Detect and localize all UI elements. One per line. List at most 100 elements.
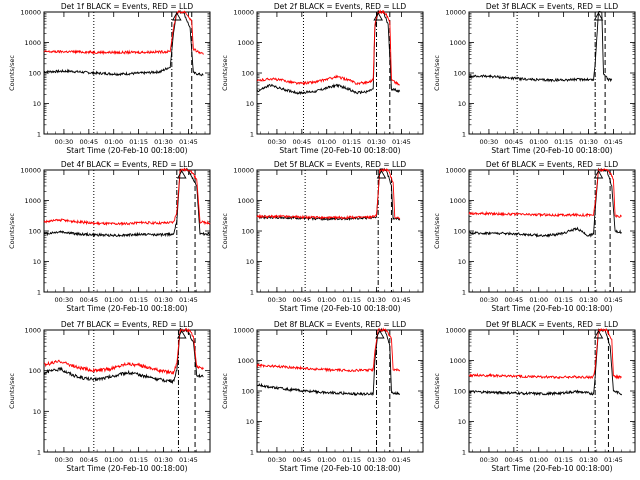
y-tick-label: 1 xyxy=(250,131,254,139)
y-tick-label: 1000 xyxy=(449,197,466,205)
y-tick-label: 1000 xyxy=(237,357,254,365)
x-tick-label: 00:45 xyxy=(292,296,311,304)
y-tick-label: 1 xyxy=(462,289,466,297)
x-tick-label: 01:45 xyxy=(392,138,411,146)
x-tick-label: 01:15 xyxy=(554,138,573,146)
y-tick-label: 100 xyxy=(29,228,41,236)
y-tick-label: 1000 xyxy=(237,39,254,47)
x-axis-label: Start Time (20-Feb-10 00:18:00) xyxy=(491,146,612,155)
triangle-marker xyxy=(593,170,604,179)
triangle-marker xyxy=(593,330,604,339)
y-tick-label: 100 xyxy=(29,70,41,78)
x-tick-label: 01:00 xyxy=(317,138,336,146)
y-tick-label: 1000 xyxy=(24,327,41,335)
triangle-marker xyxy=(376,170,387,179)
x-tick-label: 00:45 xyxy=(504,296,523,304)
plot-frame xyxy=(43,329,211,453)
y-tick-label: 10 xyxy=(33,408,41,416)
x-tick-label: 00:30 xyxy=(55,138,74,146)
x-tick-label: 00:30 xyxy=(480,138,499,146)
x-tick-label: 01:30 xyxy=(579,296,598,304)
x-tick-label: 01:00 xyxy=(104,296,123,304)
x-tick-label: 00:30 xyxy=(268,296,287,304)
y-axis-label: Counts/sec xyxy=(221,213,229,249)
x-tick-label: 01:00 xyxy=(529,296,548,304)
y-tick-label: 100 xyxy=(242,70,254,78)
x-axis-label: Start Time (20-Feb-10 00:18:00) xyxy=(66,146,187,155)
y-tick-label: 10000 xyxy=(233,167,254,175)
y-tick-label: 1000 xyxy=(24,39,41,47)
x-tick-label: 01:15 xyxy=(342,296,361,304)
y-tick-label: 10000 xyxy=(445,9,466,17)
y-tick-label: 1 xyxy=(462,131,466,139)
x-tick-label: 00:45 xyxy=(504,138,523,146)
chart-panel-6: Det 6f BLACK = Events, RED = LLD Counts/s… xyxy=(433,160,636,313)
x-tick-label: 01:15 xyxy=(554,296,573,304)
y-axis-label: Counts/sec xyxy=(8,373,16,409)
y-tick-label: 100 xyxy=(242,228,254,236)
y-axis-label: Counts/sec xyxy=(433,373,441,409)
y-tick-label: 100 xyxy=(454,70,466,78)
plot-frame xyxy=(256,329,424,453)
x-tick-label: 01:45 xyxy=(604,456,623,464)
x-tick-label: 00:45 xyxy=(292,456,311,464)
x-tick-label: 01:45 xyxy=(604,138,623,146)
x-tick-label: 01:30 xyxy=(154,456,173,464)
chart-title: Det 7f BLACK = Events, RED = LLD xyxy=(61,320,194,329)
chart-title: Det 2f BLACK = Events, RED = LLD xyxy=(274,2,407,11)
y-tick-label: 1000 xyxy=(449,39,466,47)
x-tick-label: 01:00 xyxy=(317,456,336,464)
y-axis-label: Counts/sec xyxy=(8,213,16,249)
y-tick-label: 10000 xyxy=(20,167,41,175)
x-tick-label: 00:45 xyxy=(79,138,98,146)
x-axis-label: Start Time (20-Feb-10 00:18:00) xyxy=(491,464,612,473)
x-tick-label: 01:15 xyxy=(342,456,361,464)
series-line-lld xyxy=(468,168,622,219)
x-tick-label: 00:45 xyxy=(504,456,523,464)
x-axis-label: Start Time (20-Feb-10 00:18:00) xyxy=(66,304,187,313)
y-tick-label: 1 xyxy=(250,449,254,457)
x-tick-label: 01:00 xyxy=(317,296,336,304)
series-line-lld xyxy=(43,327,204,375)
y-tick-label: 1 xyxy=(37,289,41,297)
series-line-events xyxy=(256,10,401,96)
x-tick-label: 01:15 xyxy=(554,456,573,464)
x-tick-label: 01:15 xyxy=(129,138,148,146)
chart-panel-9: Det 9f BLACK = Events, RED = LLD Counts/s… xyxy=(433,320,636,473)
x-tick-label: 01:45 xyxy=(179,456,198,464)
y-tick-label: 10 xyxy=(246,418,254,426)
x-tick-label: 01:30 xyxy=(367,138,386,146)
series-line-lld xyxy=(43,167,211,227)
y-tick-label: 1000 xyxy=(237,197,254,205)
x-tick-label: 01:15 xyxy=(129,296,148,304)
y-axis-label: Counts/sec xyxy=(221,373,229,409)
series-line-events xyxy=(43,167,211,238)
y-tick-label: 100 xyxy=(454,228,466,236)
x-tick-label: 01:45 xyxy=(604,296,623,304)
chart-title: Det 6f BLACK = Events, RED = LLD xyxy=(486,160,619,169)
x-tick-label: 01:45 xyxy=(179,296,198,304)
x-tick-label: 01:30 xyxy=(154,296,173,304)
y-tick-label: 1000 xyxy=(24,197,41,205)
series-line-events xyxy=(468,11,613,83)
chart-panel-3: Det 3f BLACK = Events, RED = LLD Counts/s… xyxy=(433,2,636,155)
chart-title: Det 1f BLACK = Events, RED = LLD xyxy=(61,2,194,11)
series-line-lld xyxy=(257,9,400,86)
y-tick-label: 10 xyxy=(246,258,254,266)
x-tick-label: 01:30 xyxy=(367,296,386,304)
triangle-marker xyxy=(177,170,187,179)
plot-frame xyxy=(468,11,636,135)
y-tick-label: 1 xyxy=(250,289,254,297)
y-tick-label: 10000 xyxy=(233,9,254,17)
plot-frame xyxy=(256,11,424,135)
x-tick-label: 00:45 xyxy=(79,456,98,464)
y-axis-label: Counts/sec xyxy=(433,55,441,91)
chart-panel-5: Det 5f BLACK = Events, RED = LLD Counts/s… xyxy=(221,160,424,313)
x-tick-label: 01:30 xyxy=(579,456,598,464)
triangle-marker xyxy=(373,12,383,21)
x-axis-label: Start Time (20-Feb-10 00:18:00) xyxy=(279,146,400,155)
y-tick-label: 100 xyxy=(29,367,41,375)
chart-title: Det 9f BLACK = Events, RED = LLD xyxy=(486,320,619,329)
x-tick-label: 00:30 xyxy=(55,456,74,464)
